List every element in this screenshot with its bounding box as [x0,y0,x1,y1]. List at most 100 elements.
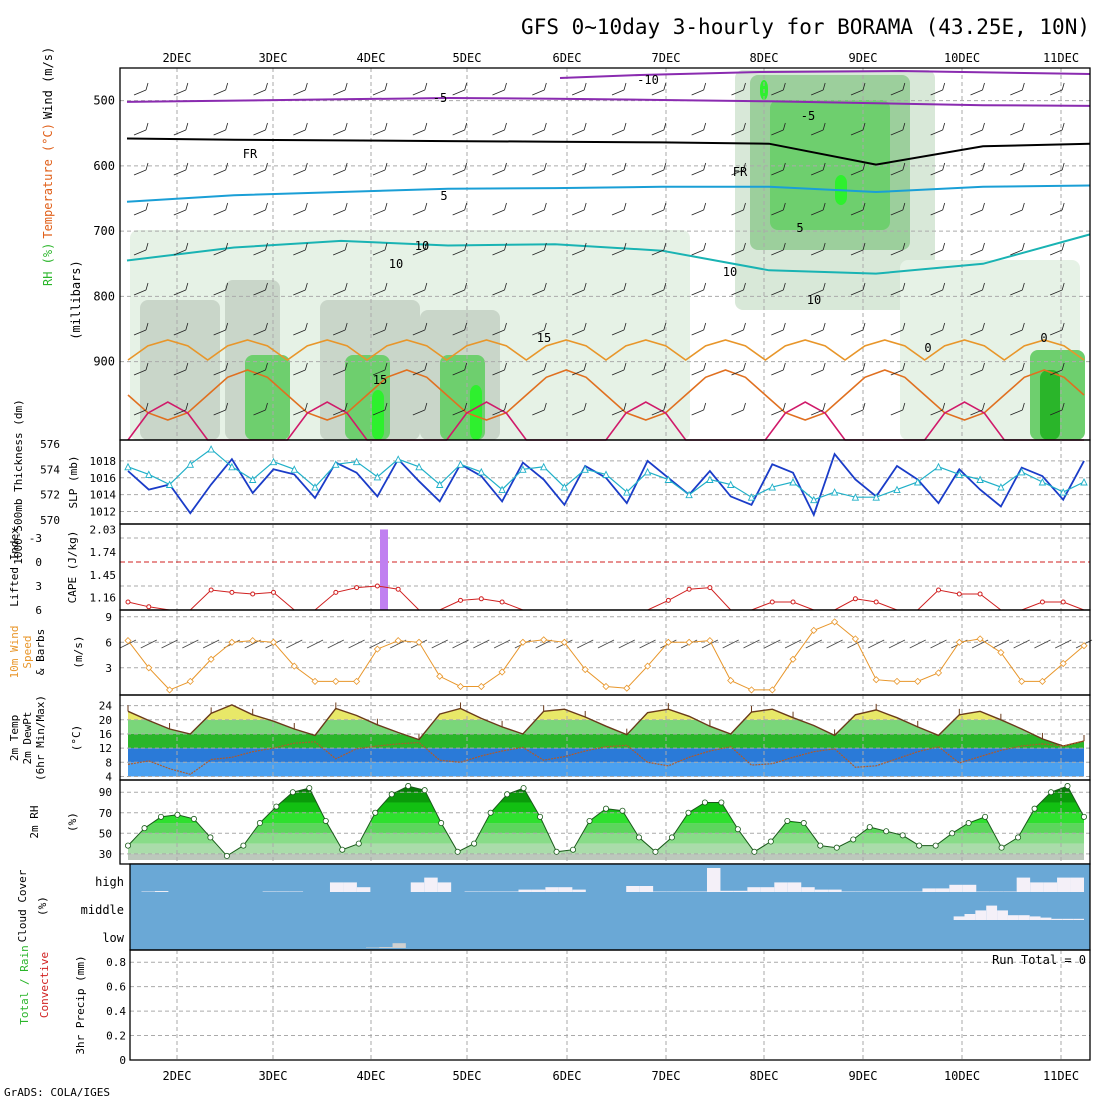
precip-tick-label: 0.2 [106,1030,126,1043]
wind-speed-marker [976,635,984,643]
wind-barb [344,202,348,211]
wind-barb [850,129,864,136]
rh-marker [784,817,791,824]
wind-barb [372,409,386,416]
rh-marker [850,836,857,843]
wind-barb [265,282,268,291]
wind-speed-marker [249,637,257,645]
contour-label: 10 [415,239,429,253]
wind-barb [543,82,547,91]
wind-barb [691,249,704,256]
wind-speed-marker [145,664,153,672]
surface-wind-barb [847,639,864,649]
wind-speed-marker [228,638,236,646]
cloud-bar [518,889,532,892]
li-tick-label: 3 [35,580,42,593]
isotherm-15-line [127,339,1085,361]
wind-barb [384,322,388,331]
wind-barb [623,402,627,411]
wind-barb [1010,209,1023,216]
cloud-bar [986,905,998,920]
wind-speed-marker [831,618,839,626]
wind-barb [492,89,505,96]
contour-label: FR [243,147,258,161]
rh-marker [751,848,758,855]
lifted-index-marker [478,596,484,602]
wind-barb [862,82,866,91]
slp-tick-label: 1014 [90,489,117,502]
wind-barb [1050,89,1063,96]
cloud-bar [1016,877,1031,892]
wind-barb [902,322,906,331]
wind-barb [372,329,386,336]
wind-barb [663,122,667,131]
pressure-tick-label: 900 [93,355,115,369]
wind-barb [173,129,186,136]
top-date-label: 8DEC [750,51,779,65]
thickness-marker [893,485,901,494]
contour-label: 5 [440,189,447,203]
precip-axis-label: 3hr Precip (mm) [74,955,87,1054]
wind-barb [133,249,147,256]
wind-barb [743,242,746,251]
wind-barb [424,402,428,411]
wind-barb [145,282,149,291]
wind-barb [1050,169,1063,176]
wind-barb [850,409,864,416]
thickness-marker [311,483,319,491]
surface-wind-barb [182,639,199,649]
wind-barb [452,169,465,176]
cloud-level-label: high [95,875,124,889]
wind-barb [384,282,388,291]
wind-barb [822,82,826,91]
cloud-bar [953,916,965,920]
wind-barb [862,322,866,331]
isotherm-minus10-line [559,69,1091,79]
wind-barb [691,289,704,296]
cloud-bar [1062,918,1074,920]
wind-barb [185,202,189,211]
temp-band [128,733,1084,749]
rh-marker [1081,813,1088,820]
wind-barb [583,402,587,411]
wind-barb [811,129,824,136]
thickness-marker [498,485,506,494]
surface-wind-barb [306,639,324,649]
wind-label-part: 10m Wind [8,626,21,679]
wind-barb [743,82,746,91]
top-date-label: 11DEC [1043,51,1079,65]
surface-wind-barb [909,639,926,649]
wind-barb [145,162,149,171]
wind-axis-label: 10m WindSpeed& Barbs [8,626,47,679]
lifted-index-marker [125,599,131,605]
temp-axis-label: 2m Temp2m DewPt(6hr Min/Max) [8,695,47,781]
wind-barb [691,409,704,416]
surface-wind-barb [1055,639,1072,649]
contour-label: FR [733,165,748,179]
wind-barb [1021,162,1025,171]
cloud-bar [720,890,734,892]
wind-speed-marker [456,682,465,691]
wind-barb [372,289,386,296]
rh-tick-label: 50 [99,827,112,840]
wind-barb [543,242,547,251]
wind-barb [623,242,627,251]
precip-tick-label: 0.6 [106,981,126,994]
wind-barb [902,282,906,291]
wind-barb [771,409,784,416]
rh-tick-label: 30 [99,848,112,861]
cloud-bar [639,886,654,892]
slp-thickness-panel: 1018 1016 1014 1012 576 574 572 570 1000-500mb T… [12,399,1091,565]
wind-speed-marker [332,677,340,685]
wind-barb [731,209,744,216]
panel-frame [119,523,1091,611]
cloud-bar [949,884,963,892]
cloud-bar [1018,915,1030,920]
wind-barb [185,362,189,371]
wind-speed-marker [727,676,735,685]
bottom-date-label: 3DEC [259,1069,288,1083]
wind-barb [1061,362,1065,371]
wind-barb [543,362,547,371]
wind-speed-marker [373,645,381,653]
rh-marker [141,825,148,832]
